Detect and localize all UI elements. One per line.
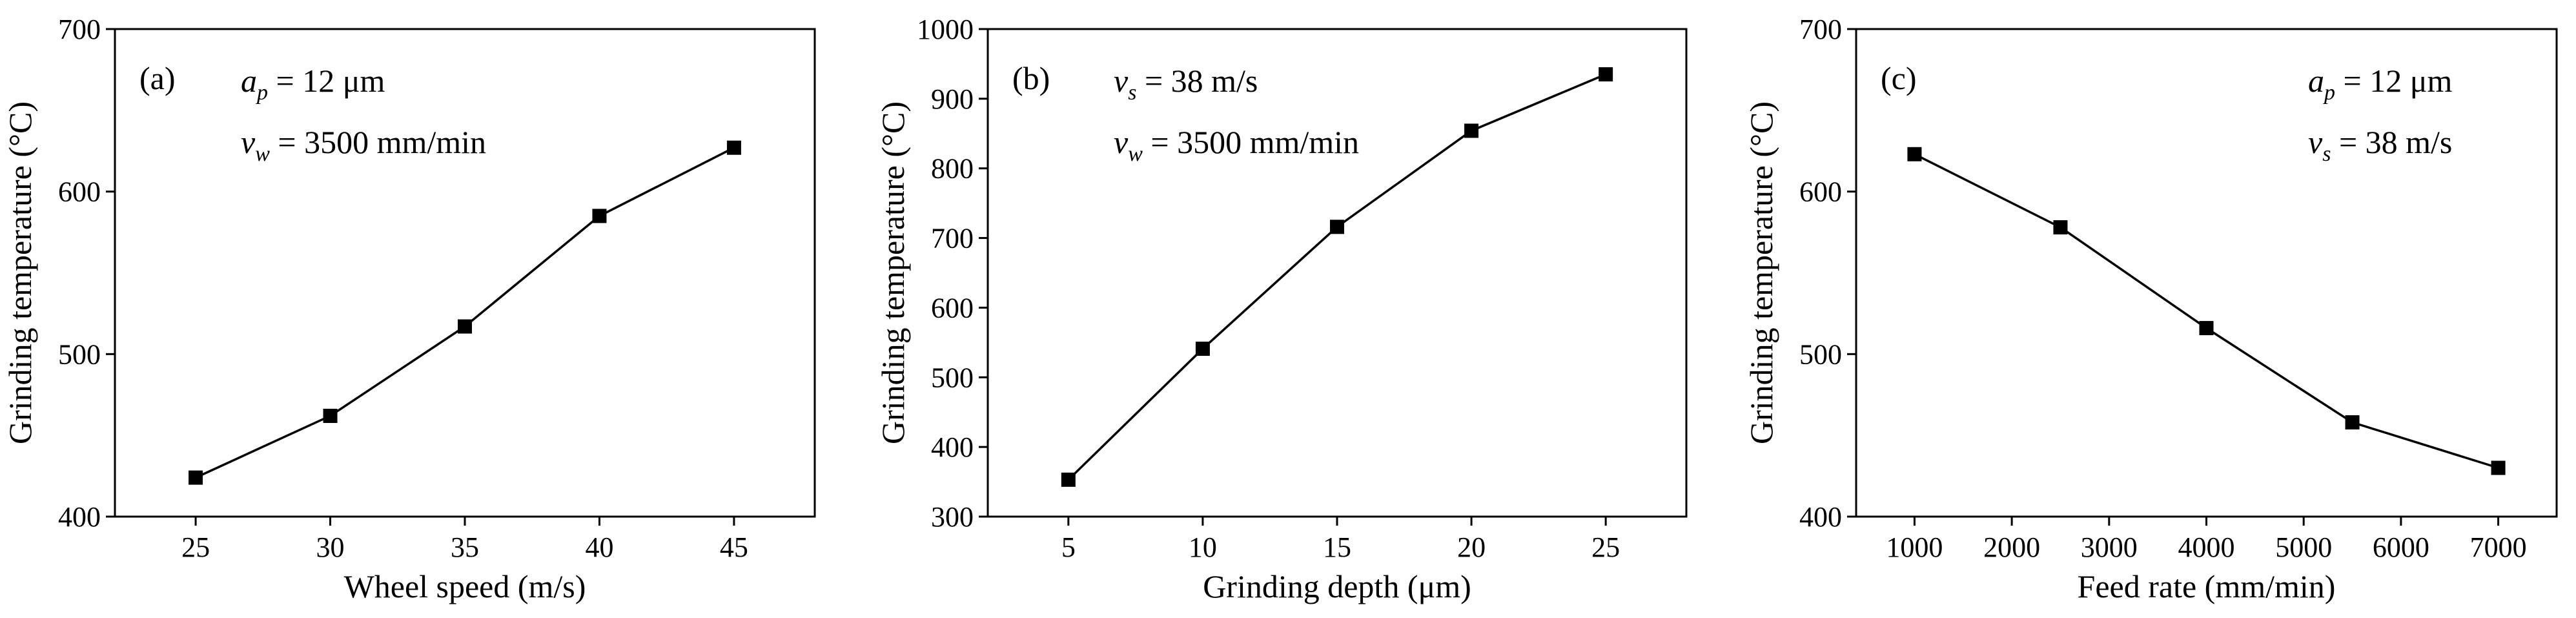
data-point [189, 470, 203, 485]
x-tick-label: 7000 [2470, 531, 2527, 563]
annotation-symbol: a [241, 63, 257, 99]
annotation-subscript: w [1128, 142, 1143, 166]
y-axis-title: Grinding temperature (°C) [2, 101, 38, 444]
y-tick-label: 700 [931, 223, 974, 254]
annotation-subscript: p [256, 81, 268, 105]
data-point [458, 319, 472, 334]
data-point [2491, 460, 2506, 475]
x-tick-label: 4000 [2178, 531, 2235, 563]
y-tick-label: 400 [931, 431, 974, 463]
x-tick-label: 40 [585, 531, 613, 563]
x-tick-label: 3000 [2081, 531, 2138, 563]
condition-annotation: ap = 12 μm [241, 63, 385, 105]
y-tick-label: 500 [931, 362, 974, 393]
x-axis-title: Wheel speed (m/s) [344, 568, 586, 604]
y-tick-label: 600 [1799, 176, 1842, 208]
annotation-symbol: v [2308, 124, 2323, 160]
panel-label: (a) [139, 60, 176, 96]
annotation-subscript: s [2322, 142, 2331, 166]
data-point [323, 408, 338, 423]
x-tick-label: 30 [316, 531, 345, 563]
condition-annotation: vs = 38 m/s [1114, 63, 1258, 105]
x-tick-label: 6000 [2373, 531, 2429, 563]
x-tick-label: 25 [1591, 531, 1620, 563]
y-tick-label: 600 [931, 292, 974, 324]
data-point [1907, 147, 1922, 161]
y-tick-label: 400 [1799, 501, 1842, 533]
y-tick-label: 400 [58, 501, 101, 533]
x-tick-label: 5 [1061, 531, 1076, 563]
y-tick-label: 900 [931, 83, 974, 115]
condition-annotation: vs = 38 m/s [2308, 124, 2452, 166]
data-point [592, 209, 607, 223]
y-tick-label: 1000 [917, 14, 974, 45]
annotation-text: = 12 μm [2335, 63, 2453, 99]
y-tick-label: 500 [58, 338, 101, 370]
annotation-subscript: p [2323, 81, 2335, 105]
y-axis-title: Grinding temperature (°C) [875, 101, 911, 444]
chart-panel-2: 5 10 15 20 25 300 400 500 600 700 800 900 1000 Grindi… [875, 14, 1688, 604]
y-tick-label: 600 [58, 176, 101, 208]
data-point [2345, 415, 2360, 430]
annotation-text: = 3500 mm/min [1143, 124, 1359, 160]
x-tick-label: 5000 [2275, 531, 2332, 563]
data-point [726, 140, 741, 155]
data-point [1061, 472, 1076, 487]
chart-panel-3: 1000 2000 3000 4000 5000 6000 7000 400 500 600 700… [1743, 14, 2558, 604]
annotation-symbol: a [2308, 63, 2324, 99]
y-tick-label: 300 [931, 501, 974, 533]
x-tick-label: 1000 [1886, 531, 1943, 563]
data-point [2199, 321, 2214, 336]
condition-annotation: vw = 3500 mm/min [241, 124, 486, 166]
annotation-symbol: v [1114, 124, 1129, 160]
y-tick-label: 800 [931, 153, 974, 185]
plot-frame [114, 28, 816, 518]
annotation-symbol: v [241, 124, 256, 160]
condition-annotation: ap = 12 μm [2308, 63, 2453, 105]
series-line [195, 147, 735, 479]
plot-frame [986, 28, 1688, 518]
data-point [1195, 342, 1210, 356]
x-tick-label: 45 [720, 531, 748, 563]
annotation-subscript: s [1128, 81, 1136, 105]
chart-panel-1: 25 30 35 40 45 400 500 600 700 Wheel speed (m/s) G… [2, 14, 816, 604]
y-tick-label: 700 [58, 14, 101, 45]
x-tick-label: 2000 [1983, 531, 2040, 563]
x-axis-title: Grinding depth (μm) [1203, 568, 1471, 604]
x-tick-label: 25 [181, 531, 210, 563]
annotation-text: = 3500 mm/min [270, 124, 486, 160]
data-point [1464, 123, 1479, 138]
annotation-subscript: w [255, 142, 270, 166]
y-tick-label: 700 [1799, 14, 1842, 45]
series-line [1914, 153, 2499, 469]
annotation-symbol: v [1114, 63, 1129, 99]
x-tick-label: 20 [1457, 531, 1486, 563]
x-tick-label: 35 [451, 531, 479, 563]
annotation-text: = 12 μm [268, 63, 385, 99]
annotation-text: = 38 m/s [2331, 124, 2452, 160]
y-axis-title: Grinding temperature (°C) [1743, 101, 1779, 444]
data-point [1330, 220, 1344, 234]
x-tick-label: 15 [1323, 531, 1351, 563]
panel-label: (b) [1012, 60, 1050, 96]
data-point [1599, 67, 1613, 82]
annotation-text: = 38 m/s [1136, 63, 1258, 99]
data-point [2053, 220, 2068, 235]
y-tick-label: 500 [1799, 338, 1842, 370]
x-tick-label: 10 [1189, 531, 1217, 563]
x-axis-title: Feed rate (mm/min) [2078, 568, 2336, 604]
panel-label: (c) [1881, 60, 1917, 96]
condition-annotation: vw = 3500 mm/min [1114, 124, 1359, 166]
plot-frame [1855, 28, 2558, 518]
